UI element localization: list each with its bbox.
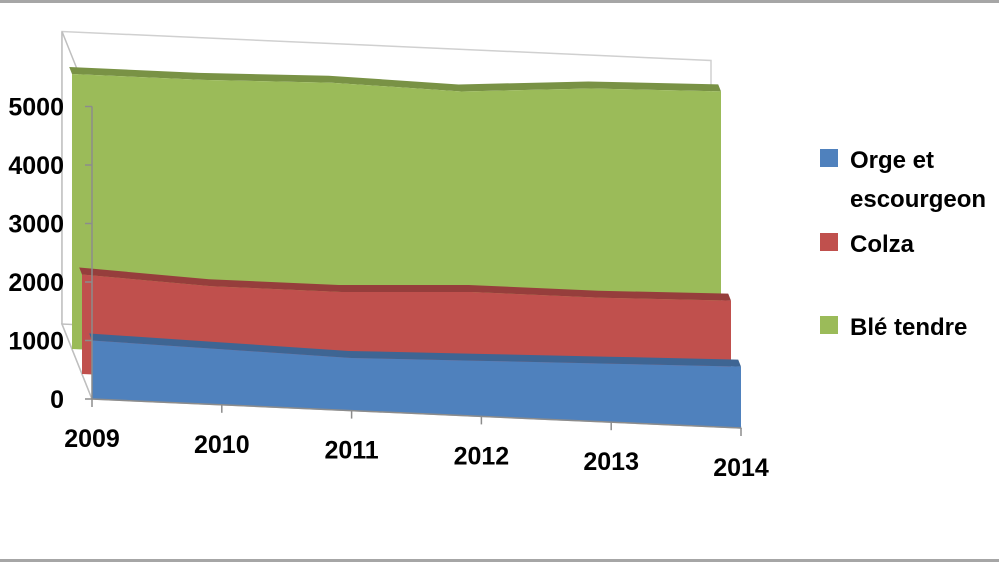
x-tick-label: 2009 bbox=[64, 425, 120, 453]
x-axis-line bbox=[91, 398, 742, 429]
x-tick-label: 2013 bbox=[583, 448, 639, 476]
legend-label-line2: escourgeon bbox=[850, 186, 986, 213]
legend-label: Orge et bbox=[850, 147, 934, 174]
x-tick-label: 2012 bbox=[454, 442, 510, 470]
chart-axes: 0 1000 2000 3000 4000 5000 2009 2010 2011 2012 201… bbox=[8, 94, 769, 483]
area-top-1 bbox=[79, 267, 731, 301]
y-tick-label: 1000 bbox=[8, 328, 64, 356]
x-tick-label: 2014 bbox=[713, 454, 769, 482]
y-tick-label: 2000 bbox=[8, 269, 64, 297]
y-tick-label: 0 bbox=[50, 386, 64, 414]
chart-legend: Orge et escourgeon Colza Blé tendre bbox=[820, 147, 986, 341]
legend-label: Blé tendre bbox=[850, 314, 967, 341]
x-tick-label: 2010 bbox=[194, 431, 250, 459]
legend-label: Colza bbox=[850, 231, 915, 258]
x-tick-label: 2011 bbox=[324, 437, 378, 465]
legend-swatch bbox=[820, 149, 838, 167]
area-top-2 bbox=[69, 67, 721, 92]
y-tick-label: 5000 bbox=[8, 94, 64, 122]
area-top-0 bbox=[89, 333, 741, 367]
y-tick-label: 3000 bbox=[8, 211, 64, 239]
chart-areas bbox=[69, 67, 741, 428]
y-tick-label: 4000 bbox=[8, 152, 64, 180]
legend-swatch bbox=[820, 316, 838, 334]
legend-swatch bbox=[820, 233, 838, 251]
